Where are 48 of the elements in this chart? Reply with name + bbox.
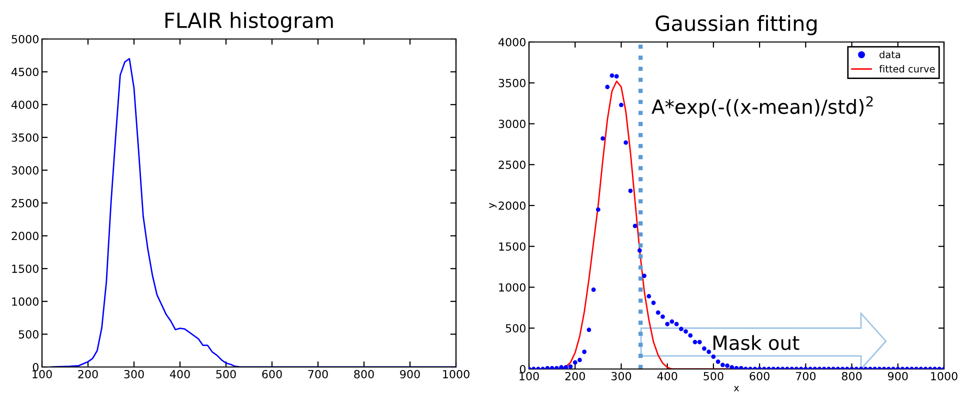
x-tick-label: 700 bbox=[308, 370, 328, 378]
annotation: Mask out bbox=[714, 335, 800, 350]
annotation: A*exp(-((x-mean)/std)$^{2}$ bbox=[652, 96, 873, 118]
x-tick-label: 600 bbox=[262, 370, 282, 378]
legend-label: data bbox=[880, 50, 900, 58]
y-tick-label: 4000 bbox=[498, 38, 526, 46]
y-tick-label: 3500 bbox=[12, 133, 38, 142]
y-tick-label: 0 bbox=[32, 362, 38, 372]
x-tick-label: 800 bbox=[354, 370, 374, 378]
y-tick-label: 0 bbox=[520, 364, 526, 374]
y-tick-label: 3000 bbox=[12, 166, 38, 175]
x-tick-label: 400 bbox=[657, 372, 678, 380]
chart-title: Gaussian fitting bbox=[656, 15, 817, 36]
y-tick-label: 2500 bbox=[12, 198, 38, 208]
x-tick-label: 100 bbox=[32, 370, 52, 378]
y-tick-label: 5000 bbox=[12, 34, 38, 44]
x-tick-label: 200 bbox=[78, 370, 98, 378]
y-tick-label: 4500 bbox=[11, 68, 38, 76]
x-tick-label: 800 bbox=[842, 372, 862, 380]
x-tick-label: 500 bbox=[704, 372, 724, 380]
x-tick-label: 1000 bbox=[931, 372, 958, 380]
x-tick-label: 600 bbox=[750, 372, 770, 380]
x-tick-label: 100 bbox=[520, 372, 539, 380]
x-tick-label: 300 bbox=[611, 372, 632, 380]
y-tick-label: 1000 bbox=[12, 297, 38, 306]
legend-label: fitted curve bbox=[879, 65, 935, 73]
y-tick-label: 500 bbox=[18, 330, 38, 339]
y-tick-label: 3000 bbox=[498, 120, 526, 128]
x-axis-title: x bbox=[734, 386, 740, 392]
x-tick-label: 200 bbox=[565, 372, 585, 380]
x-tick-label: 1000 bbox=[443, 370, 470, 378]
y-tick-label: 1500 bbox=[499, 242, 526, 251]
y-axis-title: y bbox=[489, 202, 497, 208]
x-tick-label: 900 bbox=[400, 370, 420, 378]
x-tick-label: 900 bbox=[888, 372, 908, 380]
x-tick-label: 300 bbox=[124, 370, 144, 378]
y-tick-label: 2500 bbox=[498, 160, 526, 170]
y-tick-label: 2000 bbox=[12, 232, 38, 240]
y-tick-label: 1000 bbox=[499, 283, 526, 292]
x-tick-label: 700 bbox=[796, 372, 816, 380]
y-tick-label: 4000 bbox=[11, 100, 38, 109]
chart-title: FLAIR histogram bbox=[165, 12, 333, 32]
y-tick-label: 3500 bbox=[498, 78, 526, 88]
y-tick-label: 2000 bbox=[498, 201, 526, 210]
x-tick-label: 500 bbox=[216, 370, 236, 378]
x-tick-label: 400 bbox=[170, 370, 190, 378]
y-tick-label: 1500 bbox=[12, 264, 38, 273]
y-tick-label: 500 bbox=[506, 324, 526, 333]
